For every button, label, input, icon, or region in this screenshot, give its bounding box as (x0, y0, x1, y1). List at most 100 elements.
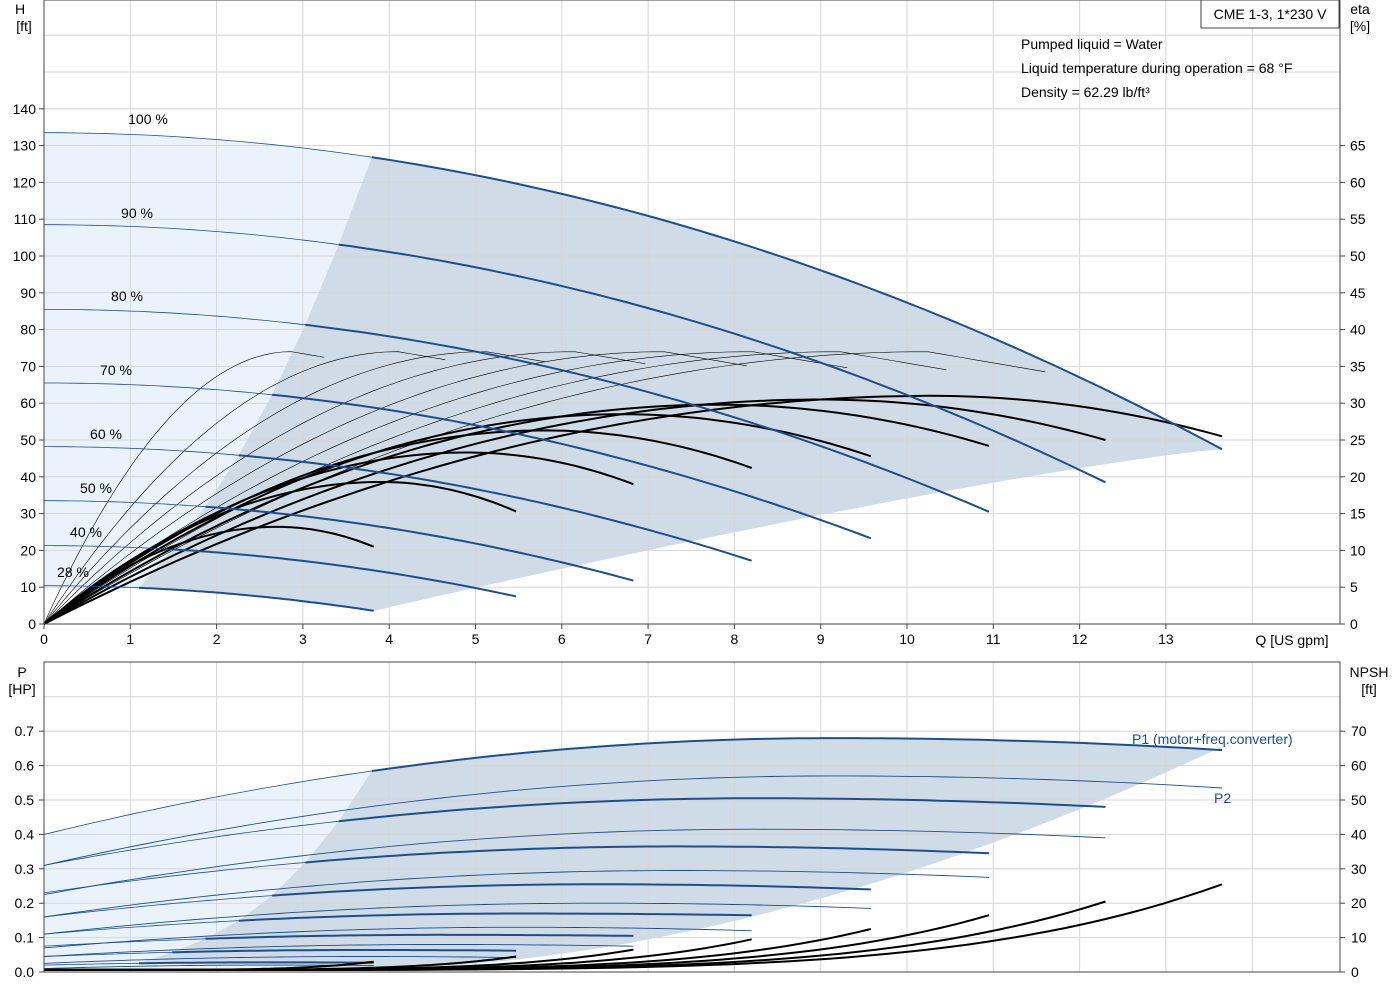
bottom-tick-labels: 0.0 0.1 0.2 0.3 0.4 0.5 0.6 0.7 0 10 20 30 40 50 60 70 (15, 723, 1367, 980)
speed-curve (338, 243, 1106, 484)
p2-curves (43, 775, 1223, 970)
p1-curve-thin (43, 938, 206, 947)
eta-iso-line (43, 351, 546, 625)
speed-curve-thin (44, 446, 239, 456)
npsh-tick-label: 20 (1351, 895, 1367, 911)
eta-curve (43, 394, 1223, 625)
p2-curve (43, 902, 871, 935)
efficiency-curves (43, 351, 1223, 625)
speed-label: 100 % (128, 111, 168, 127)
speed-curve (138, 586, 374, 612)
p-tick-label: 0.0 (15, 964, 35, 980)
top-tick-labels: 0102030405060708090100110120130140051015… (13, 101, 1366, 647)
power-npsh-panel: 0.00.10.20.30.40.50.60.7010203040506070 … (8, 661, 1389, 980)
p1-curves (43, 737, 1223, 966)
eta-tick-label: 5 (1350, 579, 1358, 595)
note-liquid-temperature: Liquid temperature during operation = 68… (1021, 60, 1292, 76)
npsh-tick-label: 10 (1351, 930, 1367, 946)
eta-tick-label: 25 (1350, 432, 1366, 448)
npsh-tick-label: 60 (1351, 758, 1367, 774)
speed-label: 40 % (70, 524, 102, 540)
eta-iso-line (43, 351, 848, 625)
speed-curve-thin (44, 382, 273, 396)
h-tick-label: 0 (28, 616, 36, 632)
h-axis-label: H (15, 1, 25, 17)
npsh-tick-label: 70 (1351, 723, 1367, 739)
p-tick-label: 0.6 (15, 758, 35, 774)
eta-tick-label: 55 (1350, 211, 1366, 227)
eta-iso-line (43, 351, 947, 625)
eta-axis-label: eta (1350, 1, 1370, 17)
eta-curve (43, 481, 517, 625)
p1-curve-thin (43, 770, 372, 835)
eta-tick-label: 0 (1350, 616, 1358, 632)
speed-label: 90 % (121, 205, 153, 221)
q-tick-label: 6 (558, 631, 566, 647)
p-tick-label: 0.1 (15, 930, 35, 946)
q-tick-label: 10 (899, 631, 915, 647)
eta-iso-line (43, 351, 325, 625)
h-tick-label: 140 (13, 101, 37, 117)
speed-curve (238, 454, 752, 562)
p1-series-label: P1 (motor+freq.converter) (1132, 731, 1293, 747)
speed-label: 70 % (100, 362, 132, 378)
p2-curve (43, 828, 1106, 896)
speed-curve (272, 393, 872, 540)
head-efficiency-panel: 0102030405060708090100110120130140051015… (13, 0, 1370, 648)
top-plot-frame (43, 0, 1341, 625)
eta-tick-label: 10 (1350, 542, 1366, 558)
h-tick-label: 40 (20, 469, 36, 485)
h-tick-label: 30 (20, 506, 36, 522)
p1-curve-thin (43, 862, 306, 894)
p2-curve (43, 926, 752, 949)
note-pumped-liquid: Pumped liquid = Water (1021, 36, 1163, 52)
npsh-curve (44, 960, 374, 971)
npsh-curves (44, 883, 1223, 971)
q-tick-label: 2 (213, 631, 221, 647)
operating-range-fill (44, 132, 1222, 611)
p2-curve (43, 956, 517, 964)
dark-power-area (138, 738, 1222, 969)
eta-tick-label: 65 (1350, 138, 1366, 154)
speed-label: 60 % (90, 426, 122, 442)
p1-curve-thin (43, 820, 339, 866)
q-tick-label: 5 (472, 631, 480, 647)
p1-curve (205, 933, 634, 940)
q-tick-label: 0 (40, 631, 48, 647)
p1-curve (172, 949, 517, 954)
p2-curve (43, 944, 634, 957)
eta-curve (43, 413, 872, 625)
speed-curve-thin (44, 132, 372, 158)
p1-curve (305, 845, 990, 864)
npsh-axis-unit: [ft] (1361, 681, 1377, 697)
p1-curve (272, 883, 871, 897)
dark-range-area (138, 157, 1222, 611)
q-axis-label: Q [US gpm] (1255, 632, 1328, 648)
eta-curve (43, 403, 990, 625)
p-tick-label: 0.4 (15, 826, 35, 842)
npsh-tick-label: 30 (1351, 861, 1367, 877)
h-tick-label: 120 (13, 174, 37, 190)
q-tick-label: 9 (817, 631, 825, 647)
speed-curve-thin (44, 224, 339, 245)
eta-tick-label: 45 (1350, 285, 1366, 301)
eta-tick-label: 50 (1350, 248, 1366, 264)
p-tick-label: 0.5 (15, 792, 35, 808)
npsh-tick-label: 40 (1351, 826, 1367, 842)
speed-label: 80 % (111, 288, 143, 304)
npsh-tick-label: 50 (1351, 792, 1367, 808)
eta-axis-unit: [%] (1350, 18, 1370, 34)
eta-curve (43, 429, 753, 625)
eta-curve (43, 525, 375, 625)
speed-curve-thin (44, 545, 173, 550)
bottom-plot-frame (43, 661, 1341, 973)
q-tick-label: 4 (385, 631, 393, 647)
q-tick-label: 7 (644, 631, 652, 647)
eta-tick-label: 60 (1350, 174, 1366, 190)
h-tick-label: 80 (20, 322, 36, 338)
npsh-axis-label: NPSH (1350, 664, 1389, 680)
npsh-tick-label: 0 (1351, 964, 1359, 980)
p1-curve (371, 737, 1223, 772)
speed-curve (172, 548, 517, 598)
h-tick-label: 70 (20, 358, 36, 374)
